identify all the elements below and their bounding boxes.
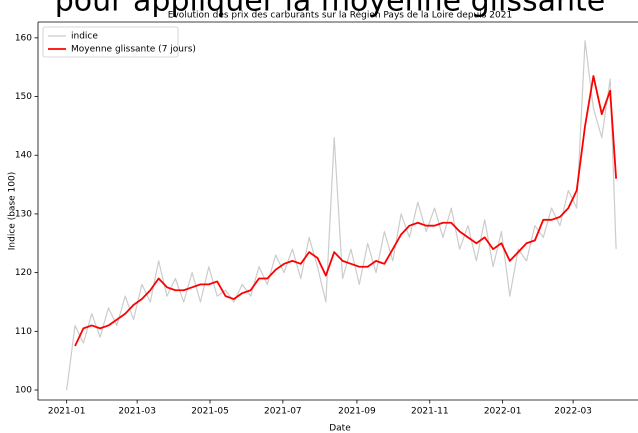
chart-title: Evolution des prix des carburants sur la… [168,10,512,21]
y-tick-label: 130 [15,209,32,219]
x-tick-label: 2021-09 [338,407,376,417]
legend-label: Moyenne glissante (7 jours) [71,45,196,55]
series-line [66,40,617,391]
y-tick-label: 120 [15,268,32,278]
x-axis-label: Date [329,424,351,433]
x-tick-label: 2021-01 [48,407,86,417]
legend-label: indice [71,32,98,42]
y-tick-label: 160 [15,33,32,43]
x-tick-label: 2021-11 [411,407,449,417]
x-tick-label: 2022-01 [484,407,522,417]
series-line [74,75,618,347]
legend-box [42,26,179,58]
y-tick-label: 110 [15,327,32,337]
y-tick-label: 100 [15,386,32,396]
y-tick-label: 150 [15,92,32,102]
y-tick-label: 140 [15,151,32,161]
x-tick-label: 2022-03 [554,407,592,417]
x-tick-label: 2021-05 [191,407,229,417]
x-tick-label: 2021-03 [118,407,156,417]
y-axis-label: Indice (base 100) [8,172,18,250]
heading: pour appliquer la moyenne glissante [55,0,605,19]
x-tick-label: 2021-07 [264,407,302,417]
